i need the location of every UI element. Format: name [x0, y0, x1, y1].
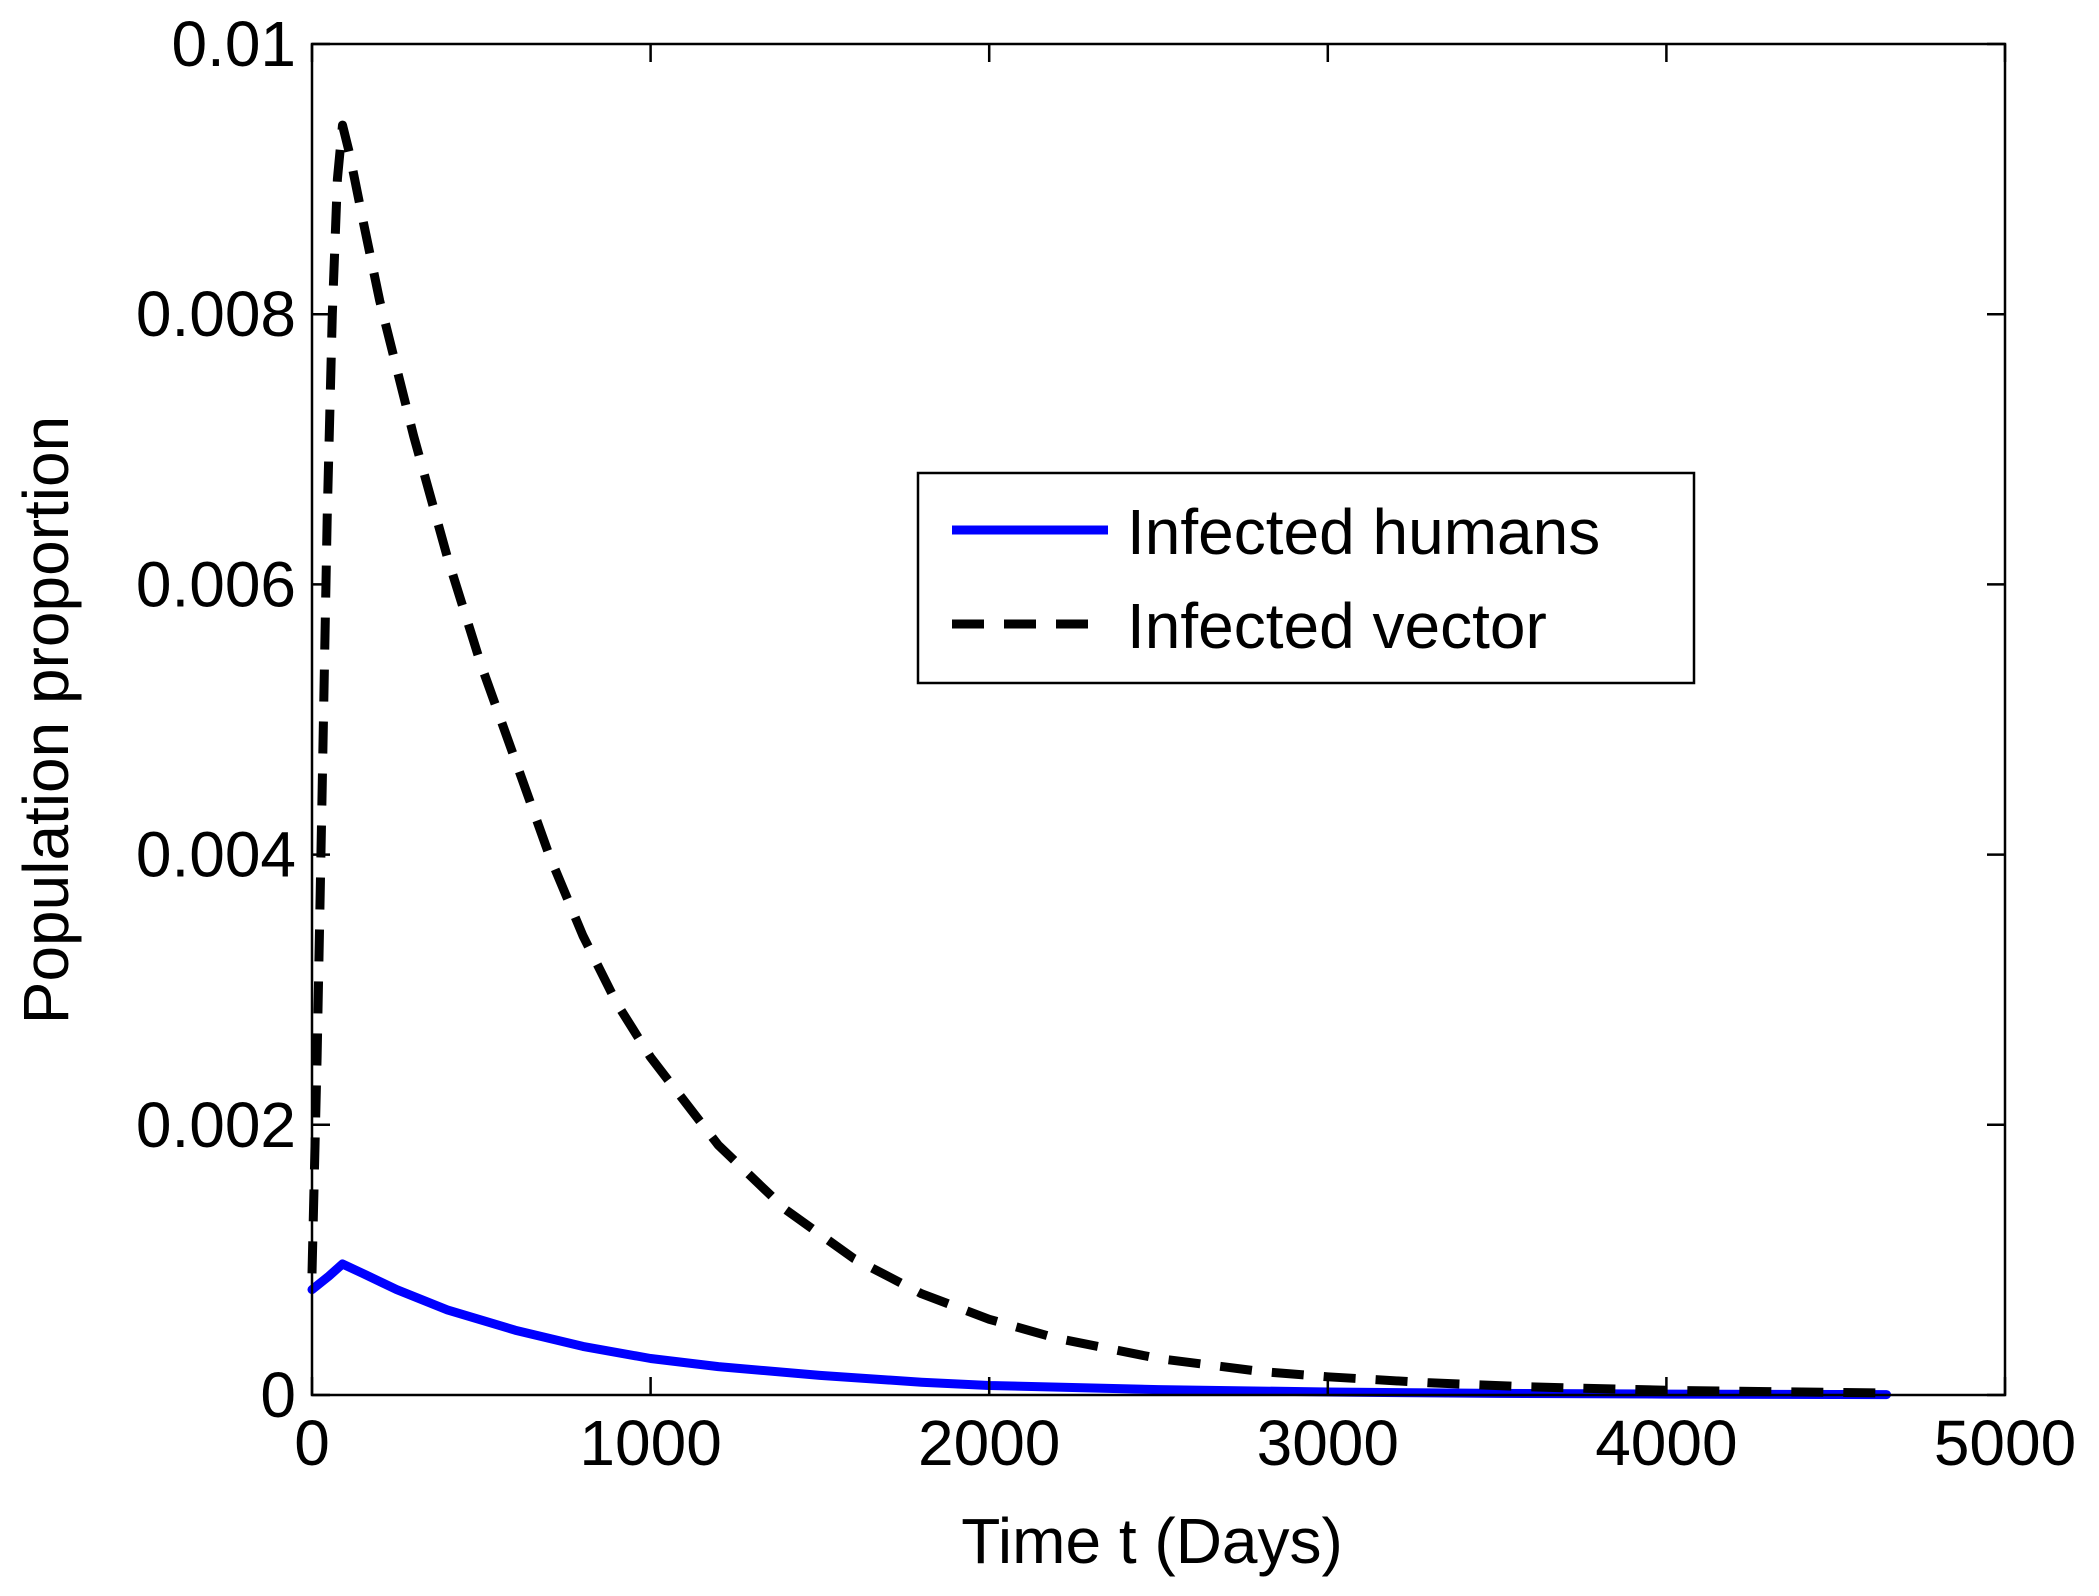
y-tick-label: 0 [260, 1359, 296, 1431]
y-tick-label: 0.008 [136, 278, 296, 350]
x-tick-label: 3000 [1257, 1407, 1399, 1479]
legend: Infected humans Infected vector [916, 471, 1696, 685]
x-axis-label: Time t (Days) [961, 1505, 1343, 1577]
x-tick-label: 1000 [579, 1407, 721, 1479]
y-tick-label: 0.002 [136, 1089, 296, 1161]
y-tick-label: 0.01 [171, 8, 296, 80]
y-tick-label: 0.006 [136, 548, 296, 620]
legend-label-infected-humans: Infected humans [1127, 496, 1600, 568]
x-tick-label: 0 [294, 1407, 330, 1479]
series-line-infected-humans [307, 1259, 1891, 1400]
legend-label-infected-vector: Infected vector [1127, 590, 1547, 662]
y-axis-label: Population proportion [10, 416, 82, 1024]
x-tick-label: 2000 [918, 1407, 1060, 1479]
axes: 0 1000 2000 3000 4000 5000 0 0.002 0.004 0.006 0.0… [136, 8, 2076, 1479]
x-tick-label: 5000 [1934, 1407, 2076, 1479]
plot-area [307, 120, 1891, 1400]
axes-frame [310, 42, 2007, 1397]
x-tick-label: 4000 [1595, 1407, 1737, 1479]
series-line-infected-vector [307, 120, 1887, 1398]
y-tick-label: 0.004 [136, 819, 296, 891]
legend-box [916, 471, 1696, 685]
